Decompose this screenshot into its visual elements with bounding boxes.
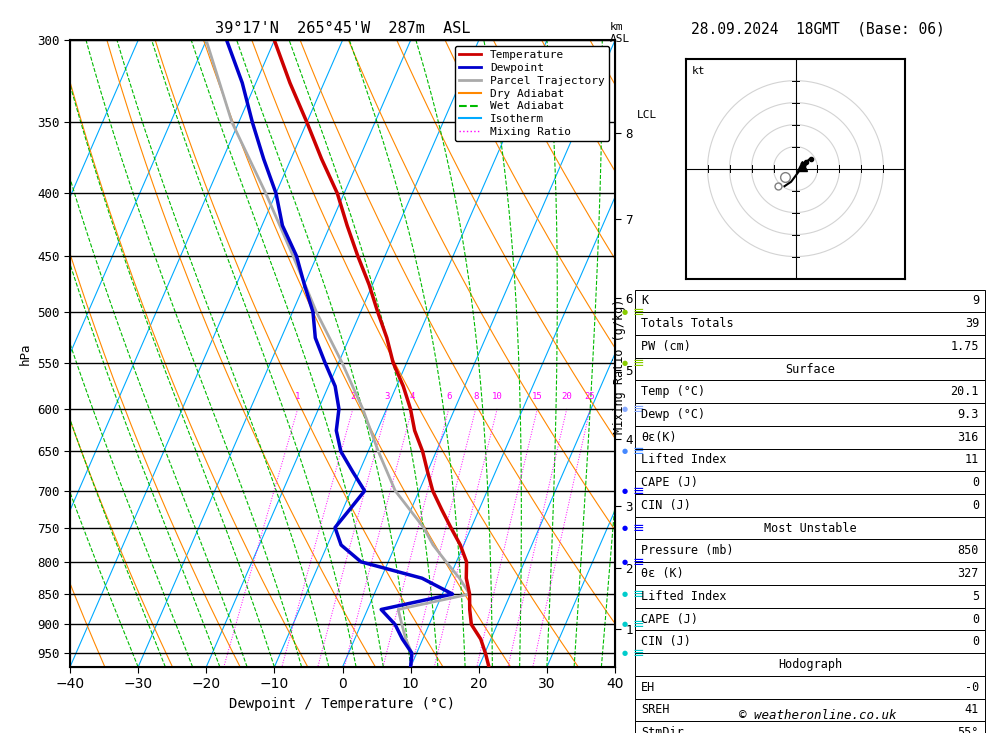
Text: CAPE (J): CAPE (J) xyxy=(641,476,698,489)
Text: 11: 11 xyxy=(965,454,979,466)
Text: 8: 8 xyxy=(473,392,478,402)
Text: 25: 25 xyxy=(585,392,595,402)
Text: Totals Totals: Totals Totals xyxy=(641,317,734,330)
Text: ●: ● xyxy=(622,622,628,627)
Text: ●: ● xyxy=(622,309,628,315)
Text: Lifted Index: Lifted Index xyxy=(641,454,726,466)
Text: 1: 1 xyxy=(295,392,300,402)
Text: 39: 39 xyxy=(965,317,979,330)
Text: ≡: ≡ xyxy=(633,555,645,569)
Text: ≡: ≡ xyxy=(633,356,645,369)
Text: 28.09.2024  18GMT  (Base: 06): 28.09.2024 18GMT (Base: 06) xyxy=(691,22,944,37)
Text: 316: 316 xyxy=(958,431,979,443)
Text: K: K xyxy=(641,295,648,307)
Text: Pressure (mb): Pressure (mb) xyxy=(641,545,734,557)
Text: ●: ● xyxy=(622,360,628,366)
Text: PW (cm): PW (cm) xyxy=(641,340,691,353)
Text: ●: ● xyxy=(622,406,628,412)
Text: ●: ● xyxy=(622,559,628,565)
Text: Hodograph: Hodograph xyxy=(778,658,842,671)
Text: 6: 6 xyxy=(446,392,451,402)
Text: ≡: ≡ xyxy=(633,587,645,601)
Text: 9: 9 xyxy=(972,295,979,307)
Text: ≡: ≡ xyxy=(633,617,645,631)
Text: 0: 0 xyxy=(972,613,979,625)
Text: EH: EH xyxy=(641,681,655,693)
Text: ≡: ≡ xyxy=(633,444,645,458)
Text: ≡: ≡ xyxy=(633,520,645,534)
Text: StmDir: StmDir xyxy=(641,726,684,733)
Text: kt: kt xyxy=(692,66,706,76)
Text: ≡: ≡ xyxy=(633,402,645,416)
Text: 0: 0 xyxy=(972,499,979,512)
Text: 4: 4 xyxy=(409,392,415,402)
Text: ≡: ≡ xyxy=(633,647,645,660)
Text: θε (K): θε (K) xyxy=(641,567,684,580)
Text: 0: 0 xyxy=(972,636,979,648)
Text: 0: 0 xyxy=(972,476,979,489)
Text: CIN (J): CIN (J) xyxy=(641,636,691,648)
Text: ●: ● xyxy=(622,591,628,597)
Text: km
ASL: km ASL xyxy=(610,22,630,43)
Text: ●: ● xyxy=(622,650,628,656)
Text: Temp (°C): Temp (°C) xyxy=(641,386,705,398)
Text: ≡: ≡ xyxy=(633,305,645,319)
Text: 10: 10 xyxy=(492,392,503,402)
Y-axis label: hPa: hPa xyxy=(19,342,32,365)
Text: Most Unstable: Most Unstable xyxy=(764,522,856,534)
Text: ●: ● xyxy=(622,525,628,531)
Text: -0: -0 xyxy=(965,681,979,693)
Text: 1.75: 1.75 xyxy=(950,340,979,353)
Text: © weatheronline.co.uk: © weatheronline.co.uk xyxy=(739,709,896,722)
Text: Surface: Surface xyxy=(785,363,835,375)
Text: 41: 41 xyxy=(965,704,979,716)
X-axis label: Dewpoint / Temperature (°C): Dewpoint / Temperature (°C) xyxy=(229,697,456,711)
Text: θε(K): θε(K) xyxy=(641,431,677,443)
Legend: Temperature, Dewpoint, Parcel Trajectory, Dry Adiabat, Wet Adiabat, Isotherm, Mi: Temperature, Dewpoint, Parcel Trajectory… xyxy=(455,46,609,141)
Text: CAPE (J): CAPE (J) xyxy=(641,613,698,625)
Text: SREH: SREH xyxy=(641,704,670,716)
Text: 15: 15 xyxy=(532,392,543,402)
Text: 850: 850 xyxy=(958,545,979,557)
Text: Lifted Index: Lifted Index xyxy=(641,590,726,603)
Text: ≡: ≡ xyxy=(633,484,645,498)
Text: CIN (J): CIN (J) xyxy=(641,499,691,512)
Text: 20.1: 20.1 xyxy=(950,386,979,398)
Title: 39°17'N  265°45'W  287m  ASL: 39°17'N 265°45'W 287m ASL xyxy=(215,21,470,37)
Text: 9.3: 9.3 xyxy=(958,408,979,421)
Text: 5: 5 xyxy=(972,590,979,603)
Text: 55°: 55° xyxy=(958,726,979,733)
Text: 327: 327 xyxy=(958,567,979,580)
Text: 3: 3 xyxy=(384,392,390,402)
Text: Mixing Ratio (g/kg): Mixing Ratio (g/kg) xyxy=(614,299,626,434)
Text: 20: 20 xyxy=(561,392,572,402)
Text: ●: ● xyxy=(622,449,628,454)
Text: 2: 2 xyxy=(350,392,356,402)
Text: ●: ● xyxy=(622,488,628,494)
Text: Dewp (°C): Dewp (°C) xyxy=(641,408,705,421)
Text: LCL: LCL xyxy=(637,109,657,119)
